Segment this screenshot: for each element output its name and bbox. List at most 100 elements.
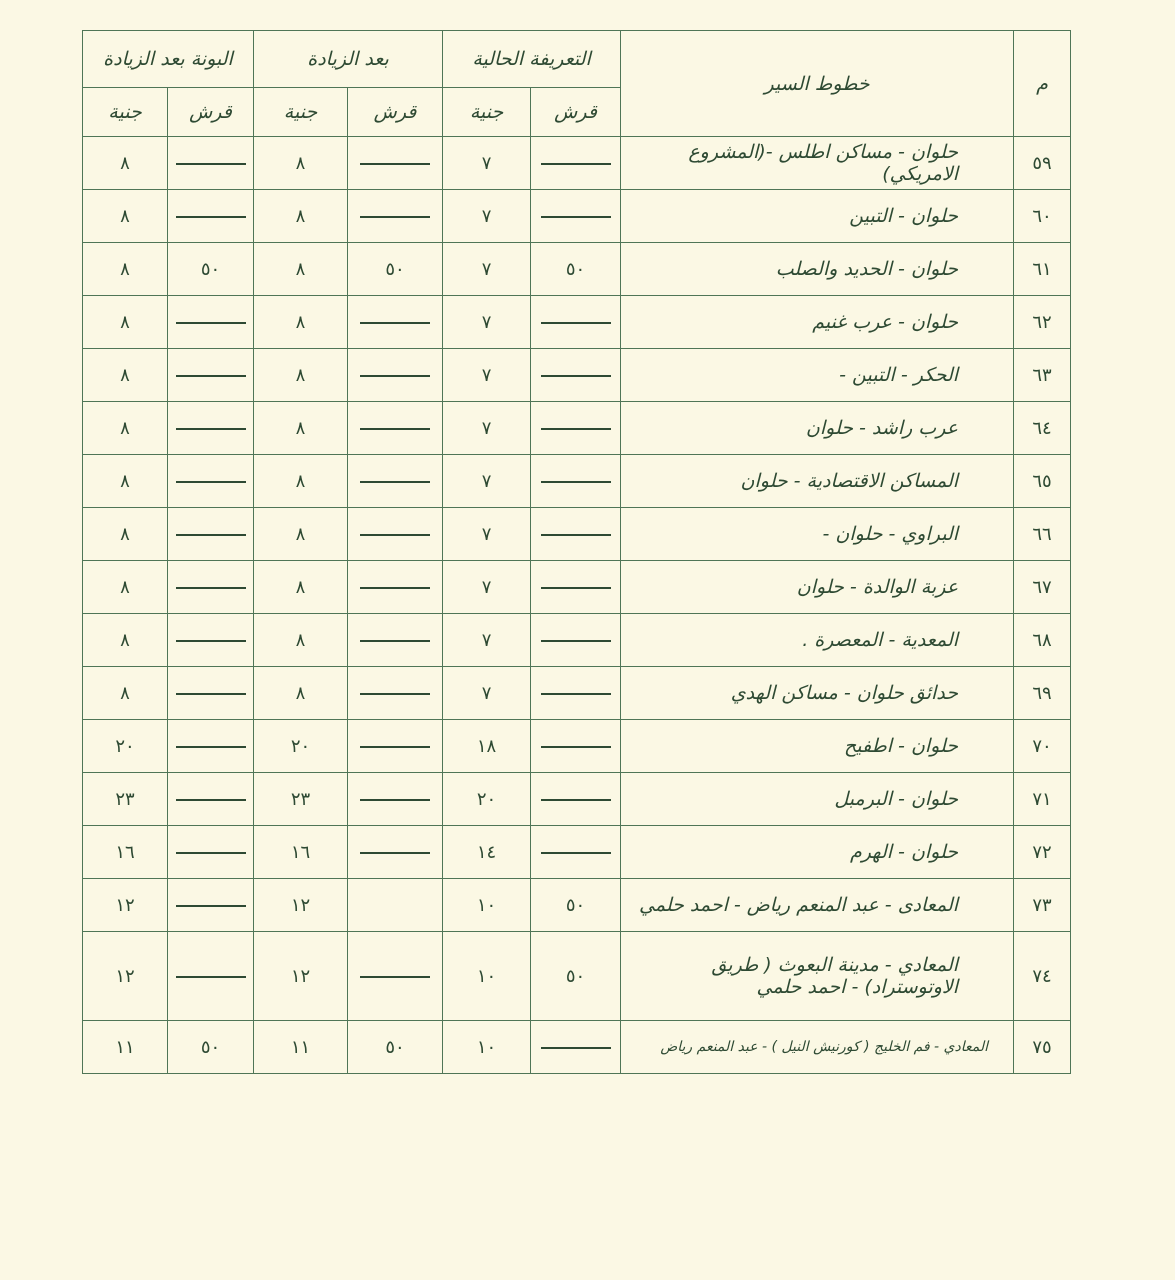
- cell-ag: ٨: [252, 189, 349, 243]
- empty-dash: [540, 215, 611, 218]
- cell-route: حدائق حلوان - مساكن الهدي: [620, 666, 1015, 720]
- cell-cg: ٧: [442, 560, 532, 614]
- cell-aq: [347, 878, 444, 932]
- empty-dash: [175, 798, 246, 801]
- cell-bq: [167, 772, 254, 826]
- cell-aq: [347, 613, 444, 667]
- cell-bq: [167, 666, 254, 720]
- cell-route: حلوان - اطفيح: [620, 719, 1015, 773]
- table-row: ٦٣ الحكر - التبين - ٧ ٨ ٨: [82, 348, 1072, 402]
- cell-bq: [167, 295, 254, 349]
- empty-dash: [175, 904, 246, 907]
- cell-cq: [530, 454, 622, 508]
- cell-num: ٦٤: [1013, 401, 1072, 455]
- cell-bq: [167, 136, 254, 190]
- cell-ag: ٨: [252, 507, 349, 561]
- table-row: ٧٥ المعادي - فم الخليج ( كورنيش النيل ) -…: [82, 1020, 1072, 1074]
- table-row: ٦٢ حلوان - عرب غنيم ٧ ٨ ٨: [82, 295, 1072, 349]
- cell-bq: [167, 560, 254, 614]
- cell-route: عزبة الوالدة - حلوان: [620, 560, 1015, 614]
- cell-num: ٦٥: [1013, 454, 1072, 508]
- cell-bq: ٥٠: [167, 1020, 254, 1074]
- cell-route: البراوي - حلوان -: [620, 507, 1015, 561]
- cell-cg: ١٨: [442, 719, 532, 773]
- table-row: ٦٦ البراوي - حلوان - ٧ ٨ ٨: [82, 507, 1072, 561]
- empty-dash: [360, 586, 431, 589]
- cell-bq: ٥٠: [167, 242, 254, 296]
- cell-aq: ٥٠: [347, 242, 444, 296]
- header-gineh: جنية: [252, 87, 349, 137]
- cell-bq: [167, 613, 254, 667]
- empty-dash: [540, 321, 611, 324]
- cell-route: عرب راشد - حلوان: [620, 401, 1015, 455]
- cell-route: المعادي - مدينة البعوث ( طريق الاوتوسترا…: [620, 931, 1015, 1021]
- cell-aq: [347, 136, 444, 190]
- table-row: ٥٩ حلوان - مساكن اطلس -(المشروع الامريكي)…: [82, 136, 1072, 190]
- cell-ag: ٨: [252, 666, 349, 720]
- empty-dash: [360, 215, 431, 218]
- empty-dash: [540, 427, 611, 430]
- cell-aq: ٥٠: [347, 1020, 444, 1074]
- header-current: التعريفة الحالية: [442, 30, 622, 88]
- empty-dash: [175, 162, 246, 165]
- empty-dash: [540, 533, 611, 536]
- cell-cq: [530, 613, 622, 667]
- cell-bq: [167, 825, 254, 879]
- cell-ag: ٨: [252, 401, 349, 455]
- cell-cg: ٧: [442, 666, 532, 720]
- empty-dash: [175, 533, 246, 536]
- cell-cq: [530, 719, 622, 773]
- cell-bg: ٨: [82, 613, 168, 667]
- cell-ag: ٨: [252, 136, 349, 190]
- cell-aq: [347, 348, 444, 402]
- cell-bq: [167, 189, 254, 243]
- cell-aq: [347, 507, 444, 561]
- empty-dash: [360, 745, 431, 748]
- cell-cq: [530, 666, 622, 720]
- cell-num: ٦١: [1013, 242, 1072, 296]
- empty-dash: [175, 427, 246, 430]
- table-row: ٧١ حلوان - البرمبل ٢٠ ٢٣ ٢٣: [82, 772, 1072, 826]
- cell-num: ٥٩: [1013, 136, 1072, 190]
- cell-cq: [530, 825, 622, 879]
- cell-ag: ٨: [252, 454, 349, 508]
- empty-dash: [175, 321, 246, 324]
- cell-bg: ١٢: [82, 931, 168, 1021]
- empty-dash: [175, 851, 246, 854]
- cell-bg: ٨: [82, 401, 168, 455]
- empty-dash: [175, 639, 246, 642]
- cell-ag: ١٦: [252, 825, 349, 879]
- cell-route: حلوان - التبين: [620, 189, 1015, 243]
- cell-ag: ٢٠: [252, 719, 349, 773]
- empty-dash: [540, 586, 611, 589]
- header-qirsh: قرش: [530, 87, 622, 137]
- cell-route: حلوان - الحديد والصلب: [620, 242, 1015, 296]
- cell-ag: ١٢: [252, 931, 349, 1021]
- empty-dash: [540, 798, 611, 801]
- cell-cq: [530, 772, 622, 826]
- cell-cq: [530, 348, 622, 402]
- cell-cg: ١٠: [442, 931, 532, 1021]
- cell-aq: [347, 401, 444, 455]
- cell-bg: ٢٣: [82, 772, 168, 826]
- cell-cg: ١٠: [442, 1020, 532, 1074]
- table-row: ٧٠ حلوان - اطفيح ١٨ ٢٠ ٢٠: [82, 719, 1072, 773]
- cell-cg: ٧: [442, 507, 532, 561]
- table-row: ٦٤ عرب راشد - حلوان ٧ ٨ ٨: [82, 401, 1072, 455]
- empty-dash: [360, 692, 431, 695]
- cell-bg: ٨: [82, 454, 168, 508]
- cell-cg: ٧: [442, 295, 532, 349]
- header-qirsh: قرش: [167, 87, 254, 137]
- empty-dash: [175, 975, 246, 978]
- empty-dash: [175, 745, 246, 748]
- cell-cg: ١٠: [442, 878, 532, 932]
- empty-dash: [360, 533, 431, 536]
- header-num: م: [1013, 30, 1072, 137]
- cell-route: حلوان - عرب غنيم: [620, 295, 1015, 349]
- cell-ag: ٨: [252, 560, 349, 614]
- cell-bq: [167, 931, 254, 1021]
- cell-cg: ٧: [442, 136, 532, 190]
- cell-cg: ٧: [442, 242, 532, 296]
- empty-dash: [360, 374, 431, 377]
- cell-ag: ٢٣: [252, 772, 349, 826]
